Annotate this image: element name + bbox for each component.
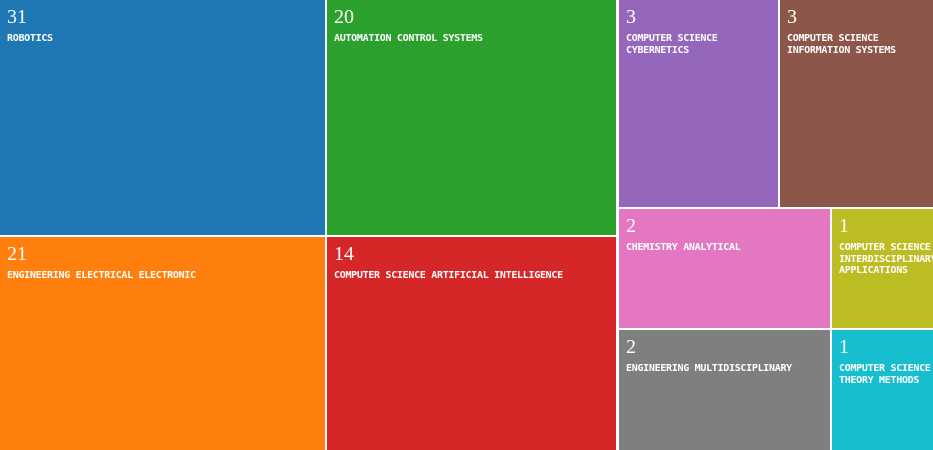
tile-value: 3 [787, 6, 797, 28]
tile: 3 COMPUTER SCIENCE INFORMATION SYSTEMS [780, 0, 933, 207]
tile-label: COMPUTER SCIENCE INTERDISCIPLINARY APPLI… [839, 242, 933, 276]
tile: 21 ENGINEERING ELECTRICAL ELECTRONIC [0, 237, 325, 450]
tile-value: 21 [7, 243, 27, 265]
tile-value: 2 [626, 215, 636, 237]
tile: 31 ROBOTICS [0, 0, 325, 235]
tile-value: 1 [839, 336, 849, 358]
tile: 1 COMPUTER SCIENCE THEORY METHODS [832, 330, 933, 450]
tile-label: ENGINEERING ELECTRICAL ELECTRONIC [7, 270, 196, 281]
tile-value: 1 [839, 215, 849, 237]
tile-value: 31 [7, 6, 27, 28]
tile-label: AUTOMATION CONTROL SYSTEMS [334, 33, 483, 44]
tile-label: ROBOTICS [7, 33, 53, 44]
tile-value: 14 [334, 243, 354, 265]
tile: 3 COMPUTER SCIENCE CYBERNETICS [619, 0, 778, 207]
tile-label: COMPUTER SCIENCE CYBERNETICS [626, 33, 718, 56]
tile: 2 CHEMISTRY ANALYTICAL [619, 209, 830, 328]
tile: 20 AUTOMATION CONTROL SYSTEMS [327, 0, 616, 235]
tile: 1 COMPUTER SCIENCE INTERDISCIPLINARY APPL… [832, 209, 933, 328]
tile-label: COMPUTER SCIENCE ARTIFICIAL INTELLIGENCE [334, 270, 563, 281]
tile-label: ENGINEERING MULTIDISCIPLINARY [626, 363, 792, 374]
tile: 14 COMPUTER SCIENCE ARTIFICIAL INTELLIGEN… [327, 237, 616, 450]
tile-label: COMPUTER SCIENCE THEORY METHODS [839, 363, 931, 386]
tile-value: 20 [334, 6, 354, 28]
tile-value: 2 [626, 336, 636, 358]
tile-value: 3 [626, 6, 636, 28]
tile-label: CHEMISTRY ANALYTICAL [626, 242, 741, 253]
tile-label: COMPUTER SCIENCE INFORMATION SYSTEMS [787, 33, 896, 56]
tile: 2 ENGINEERING MULTIDISCIPLINARY [619, 330, 830, 450]
